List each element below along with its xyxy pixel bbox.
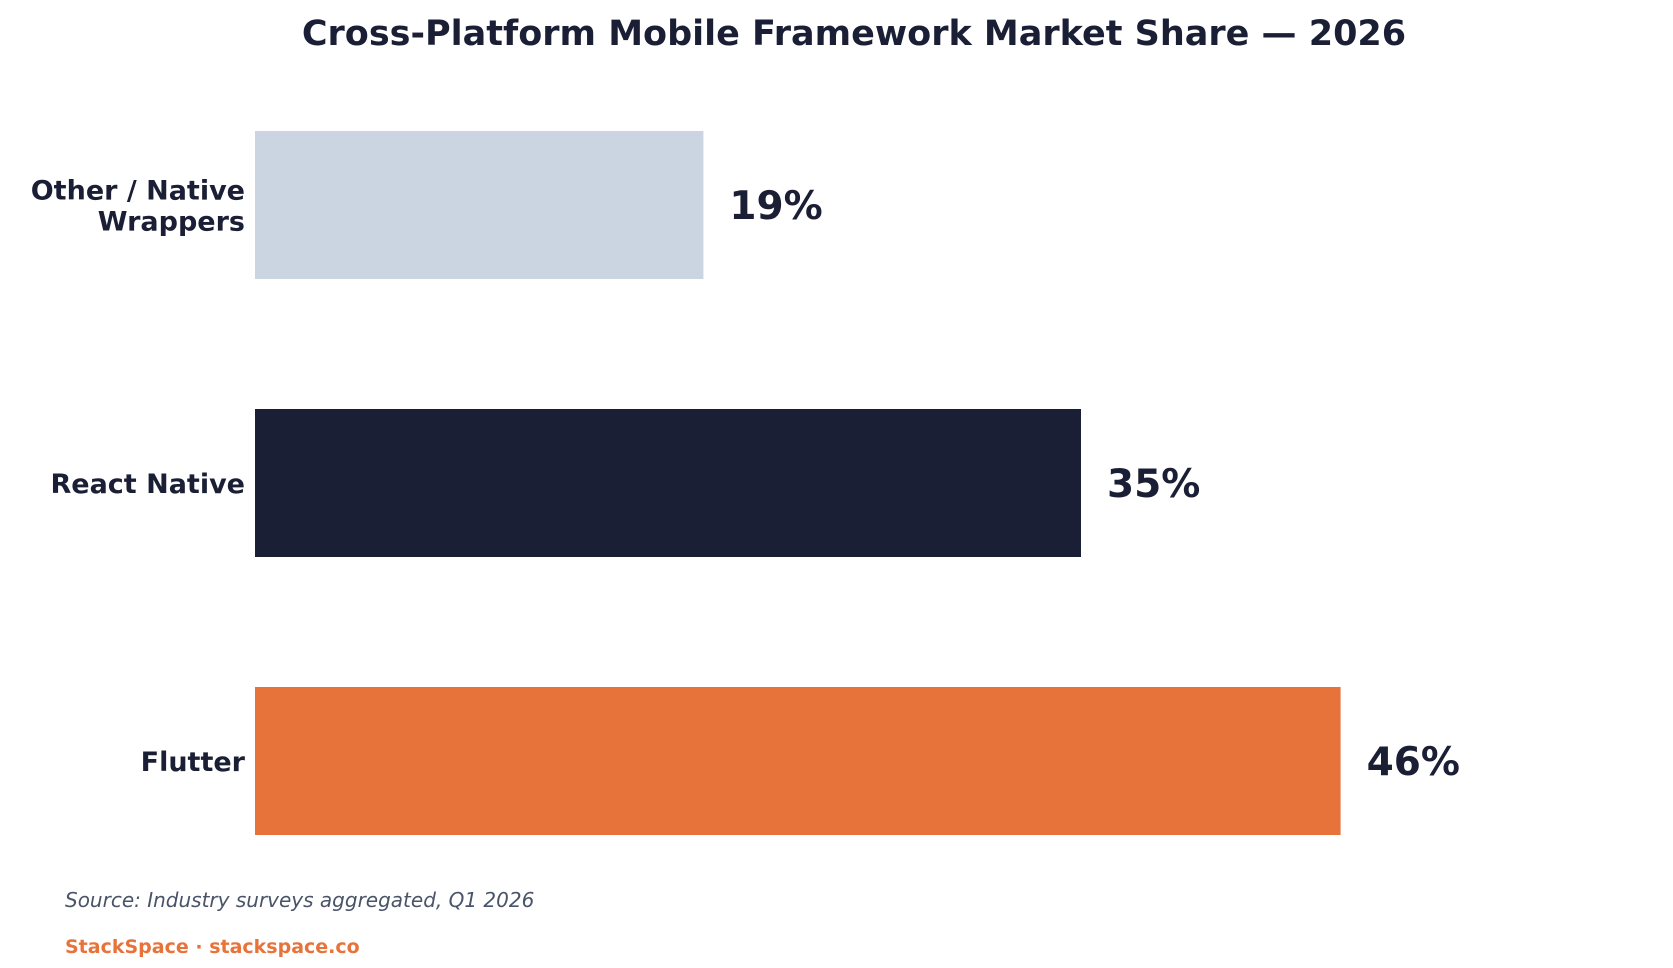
value-label-flutter: 46% [1367, 740, 1460, 785]
category-label-line: Flutter [141, 747, 246, 778]
category-label-line: Wrappers [98, 207, 245, 238]
bar-react-native [255, 409, 1081, 557]
brand-credit: StackSpace · stackspace.co [65, 936, 360, 958]
category-label-flutter: Flutter [141, 747, 246, 778]
chart-title: Cross-Platform Mobile Framework Market S… [302, 14, 1406, 54]
value-label-other-native-wrappers: 19% [729, 184, 822, 229]
bars-layer: 19% Other / Native Wrappers 35% React Native… [31, 131, 1460, 835]
value-label-react-native: 35% [1107, 462, 1200, 507]
bar-flutter [255, 687, 1341, 835]
category-label-react-native: React Native [50, 469, 245, 500]
category-label-line: Other / Native [31, 176, 245, 207]
source-note: Source: Industry surveys aggregated, Q1 … [65, 888, 534, 912]
category-label-line: React Native [50, 469, 245, 500]
bar-other-native-wrappers [255, 131, 704, 279]
category-label-other-native-wrappers: Other / Native Wrappers [31, 176, 245, 238]
